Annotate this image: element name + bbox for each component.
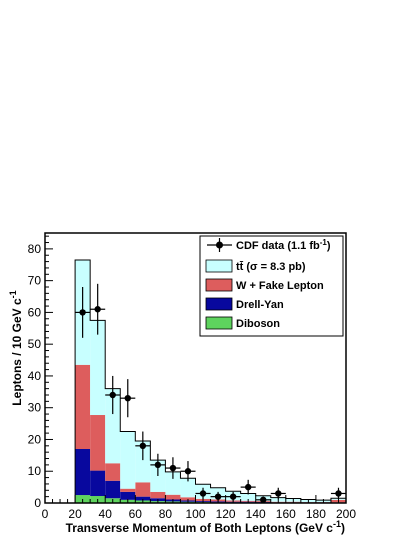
legend-data-marker xyxy=(216,242,223,249)
x-tick-label: 160 xyxy=(276,507,296,521)
drell-yan-bar xyxy=(90,471,105,496)
data-point xyxy=(200,490,206,496)
ttbar-bar xyxy=(120,432,135,489)
drell-yan-bar xyxy=(75,449,90,495)
x-tick-label: 60 xyxy=(129,507,143,521)
x-tick-label: 180 xyxy=(306,507,326,521)
data-point xyxy=(79,309,85,315)
x-tick-label: 120 xyxy=(216,507,236,521)
data-point xyxy=(170,465,176,471)
w-fake-bar xyxy=(105,463,120,480)
y-tick-label: 60 xyxy=(28,305,42,319)
legend-diboson-swatch xyxy=(206,317,232,329)
x-tick-label: 100 xyxy=(185,507,205,521)
y-tick-label: 40 xyxy=(28,369,42,383)
legend-wfake-swatch xyxy=(206,279,232,291)
data-point xyxy=(110,392,116,398)
data-point xyxy=(335,490,341,496)
x-tick-label: 20 xyxy=(68,507,82,521)
y-tick-label: 70 xyxy=(28,274,42,288)
data-point xyxy=(94,306,100,312)
y-tick-label: 50 xyxy=(28,337,42,351)
w-fake-bar xyxy=(75,365,90,449)
y-tick-label: 10 xyxy=(28,464,42,478)
w-fake-bar xyxy=(135,482,150,496)
data-point xyxy=(155,462,161,468)
data-point xyxy=(245,484,251,490)
legend-ttbar-swatch xyxy=(206,260,232,272)
w-fake-bar xyxy=(150,492,165,498)
w-fake-bar xyxy=(120,489,135,492)
drell-yan-bar xyxy=(120,492,135,500)
data-point xyxy=(185,468,191,474)
legend-dy-swatch xyxy=(206,298,232,310)
x-tick-label: 140 xyxy=(246,507,266,521)
y-tick-label: 20 xyxy=(28,432,42,446)
y-axis-label: Leptons / 10 GeV c-1 xyxy=(8,290,24,405)
data-point xyxy=(125,395,131,401)
data-point xyxy=(275,490,281,496)
data-point xyxy=(230,493,236,499)
y-tick-label: 80 xyxy=(28,242,42,256)
y-tick-label: 0 xyxy=(34,496,41,510)
w-fake-bar xyxy=(90,415,105,471)
w-fake-bar xyxy=(165,495,180,500)
legend-dy-label: Drell-Yan xyxy=(236,299,284,311)
legend-wfake-label: W + Fake Lepton xyxy=(236,280,324,292)
y-tick-label: 30 xyxy=(28,401,42,415)
data-point xyxy=(140,443,146,449)
legend-ttbar-label: tt̄ (σ = 8.3 pb) xyxy=(236,261,306,273)
x-tick-label: 40 xyxy=(99,507,113,521)
legend-diboson-label: Diboson xyxy=(236,318,280,330)
legend-data-label: CDF data (1.1 fb-1) xyxy=(236,238,331,252)
x-tick-label: 0 xyxy=(42,507,49,521)
data-point xyxy=(215,493,221,499)
x-axis-label: Transverse Momentum of Both Leptons (GeV… xyxy=(66,519,345,535)
x-tick-label: 80 xyxy=(159,507,173,521)
drell-yan-bar xyxy=(105,481,120,498)
legend: CDF data (1.1 fb-1) tt̄ (σ = 8.3 pb) W +… xyxy=(200,236,343,336)
